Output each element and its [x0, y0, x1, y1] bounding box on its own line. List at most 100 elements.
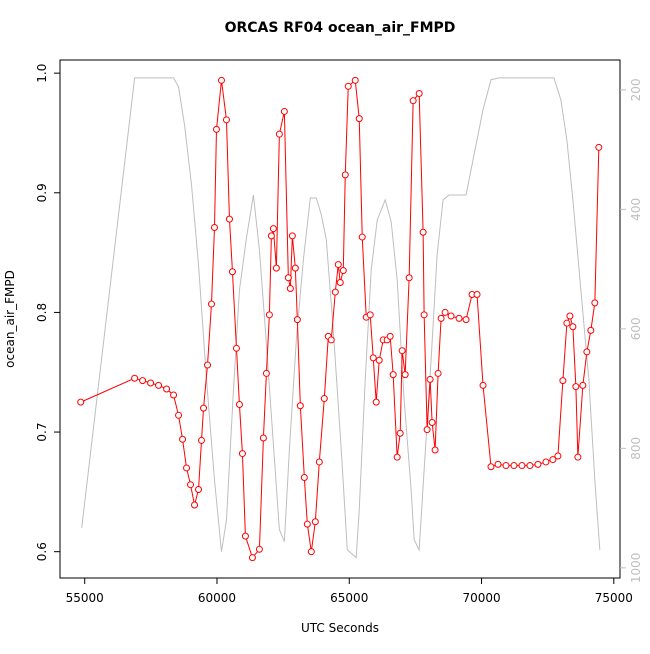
data-point: [210, 223, 218, 231]
data-point: [207, 300, 215, 308]
data-point: [494, 460, 502, 468]
chart-title: ORCAS RF04 ocean_air_FMPD: [225, 20, 456, 36]
data-point: [595, 143, 603, 151]
data-point: [198, 436, 206, 444]
data-point: [401, 371, 409, 379]
data-point: [479, 381, 487, 389]
data-point: [441, 308, 449, 316]
data-point: [267, 232, 275, 240]
data-point: [398, 347, 406, 355]
data-point: [366, 311, 374, 319]
data-point: [131, 374, 139, 382]
data-point: [334, 261, 342, 269]
data-point: [191, 501, 199, 509]
data-point: [549, 456, 557, 464]
data-point: [170, 391, 178, 399]
x-tick-label: 75000: [595, 591, 633, 605]
data-point: [293, 316, 301, 324]
data-point: [163, 385, 171, 393]
data-point: [303, 520, 311, 528]
data-point: [428, 418, 436, 426]
data-point: [336, 279, 344, 287]
y-tick-label: 0.7: [35, 423, 49, 442]
data-point: [286, 284, 294, 292]
data-point: [265, 311, 273, 319]
data-point: [77, 398, 85, 406]
data-point: [375, 356, 383, 364]
data-point: [300, 474, 308, 482]
data-point: [393, 453, 401, 461]
data-point: [222, 116, 230, 124]
data-point: [502, 462, 510, 470]
data-point: [280, 107, 288, 115]
data-point: [409, 97, 417, 105]
data-point: [200, 404, 208, 412]
data-point: [396, 429, 404, 437]
data-point: [232, 344, 240, 352]
data-point: [420, 311, 428, 319]
data-point: [351, 76, 359, 84]
data-point: [526, 462, 534, 470]
data-point: [510, 462, 518, 470]
data-point: [175, 411, 183, 419]
data-point: [405, 274, 413, 282]
data-point: [296, 402, 304, 410]
data-point: [147, 379, 155, 387]
x-tick-label: 55000: [66, 591, 104, 605]
data-point: [462, 316, 470, 324]
data-point: [344, 82, 352, 90]
y-tick-label: 1.0: [35, 64, 49, 83]
x-tick-label: 70000: [462, 591, 500, 605]
data-point: [473, 290, 481, 298]
data-point: [315, 458, 323, 466]
data-point: [275, 130, 283, 138]
data-point: [248, 554, 256, 562]
data-point: [434, 369, 442, 377]
data-point: [563, 319, 571, 327]
data-point: [288, 232, 296, 240]
data-point: [241, 532, 249, 540]
data-point: [566, 312, 574, 320]
data-point: [369, 354, 377, 362]
data-point: [554, 452, 562, 460]
data-point: [327, 336, 335, 344]
data-point: [437, 314, 445, 322]
data-point: [187, 481, 195, 489]
data-point: [225, 215, 233, 223]
y-tick-label: 0.8: [35, 303, 49, 322]
x-axis-label: UTC Seconds: [301, 621, 379, 635]
data-point: [155, 381, 163, 389]
data-point: [228, 268, 236, 276]
data-point: [559, 377, 567, 385]
data-point: [204, 361, 212, 369]
data-point: [426, 375, 434, 383]
x-tick-label: 65000: [330, 591, 368, 605]
y-tick-label: 0.6: [35, 542, 49, 561]
data-point: [518, 462, 526, 470]
data-point: [235, 401, 243, 409]
series-line: [80, 79, 600, 559]
y2-tick-label: 1000: [629, 553, 643, 584]
data-point: [583, 348, 591, 356]
data-point: [389, 371, 397, 379]
x-tick-label: 60000: [198, 591, 236, 605]
y-tick-label: 0.9: [35, 183, 49, 202]
data-point: [183, 464, 191, 472]
data-point: [179, 435, 187, 443]
y2-tick-label: 800: [629, 437, 643, 460]
data-point: [569, 323, 577, 331]
data-point: [259, 434, 267, 442]
data-point: [447, 312, 455, 320]
data-point: [272, 264, 280, 272]
data-point: [455, 314, 463, 322]
data-point: [423, 426, 431, 434]
data-point: [579, 381, 587, 389]
data-point: [311, 518, 319, 526]
data-point: [355, 115, 363, 123]
data-point: [331, 288, 339, 296]
data-point: [195, 485, 203, 493]
data-point: [255, 545, 263, 553]
data-point: [574, 453, 582, 461]
